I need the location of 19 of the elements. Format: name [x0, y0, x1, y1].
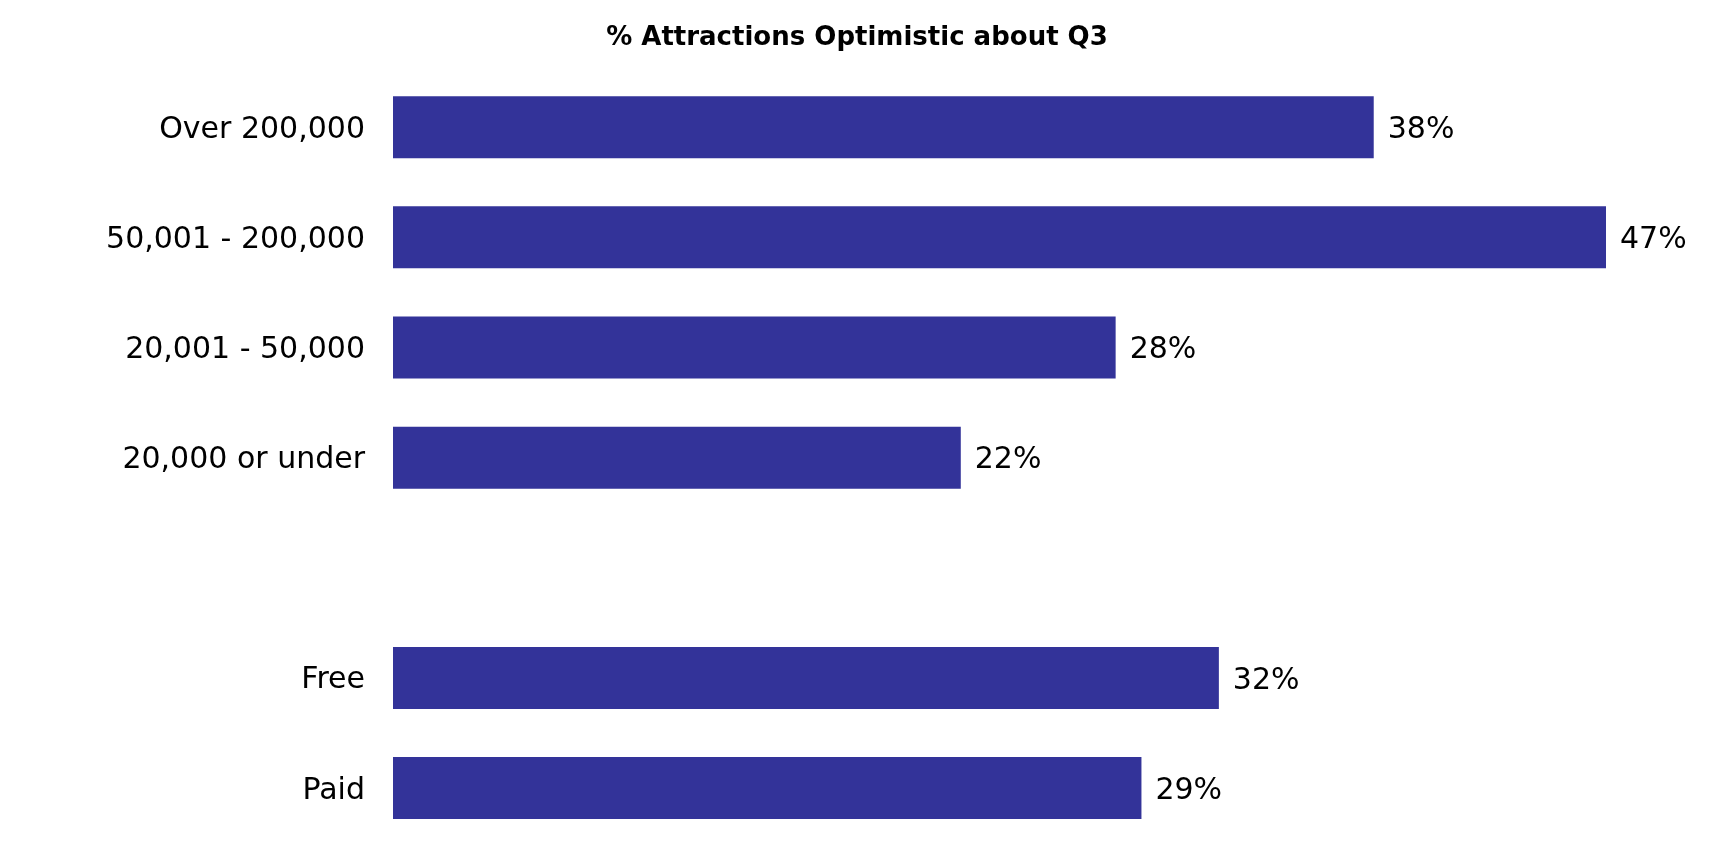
- bar: [393, 206, 1606, 269]
- bar: [393, 96, 1374, 159]
- bar: [393, 757, 1142, 820]
- y-tick-label: Free: [301, 660, 365, 696]
- data-label: 32%: [1232, 660, 1300, 696]
- bar: [393, 316, 1116, 379]
- data-label: 38%: [1387, 109, 1455, 145]
- y-tick-label: 20,000 or under: [122, 440, 366, 476]
- y-tick-label: Over 200,000: [159, 109, 365, 145]
- data-label: 28%: [1129, 330, 1197, 366]
- data-label: 29%: [1155, 770, 1223, 806]
- bar: [393, 426, 961, 489]
- y-tick-label: 20,001 - 50,000: [125, 330, 365, 366]
- data-label: 47%: [1620, 220, 1687, 256]
- data-label: 22%: [974, 440, 1042, 476]
- chart-title: % Attractions Optimistic about Q3: [605, 20, 1109, 53]
- y-tick-label: 50,001 - 200,000: [106, 219, 365, 255]
- bar: [393, 646, 1219, 709]
- y-tick-label: Paid: [302, 770, 365, 806]
